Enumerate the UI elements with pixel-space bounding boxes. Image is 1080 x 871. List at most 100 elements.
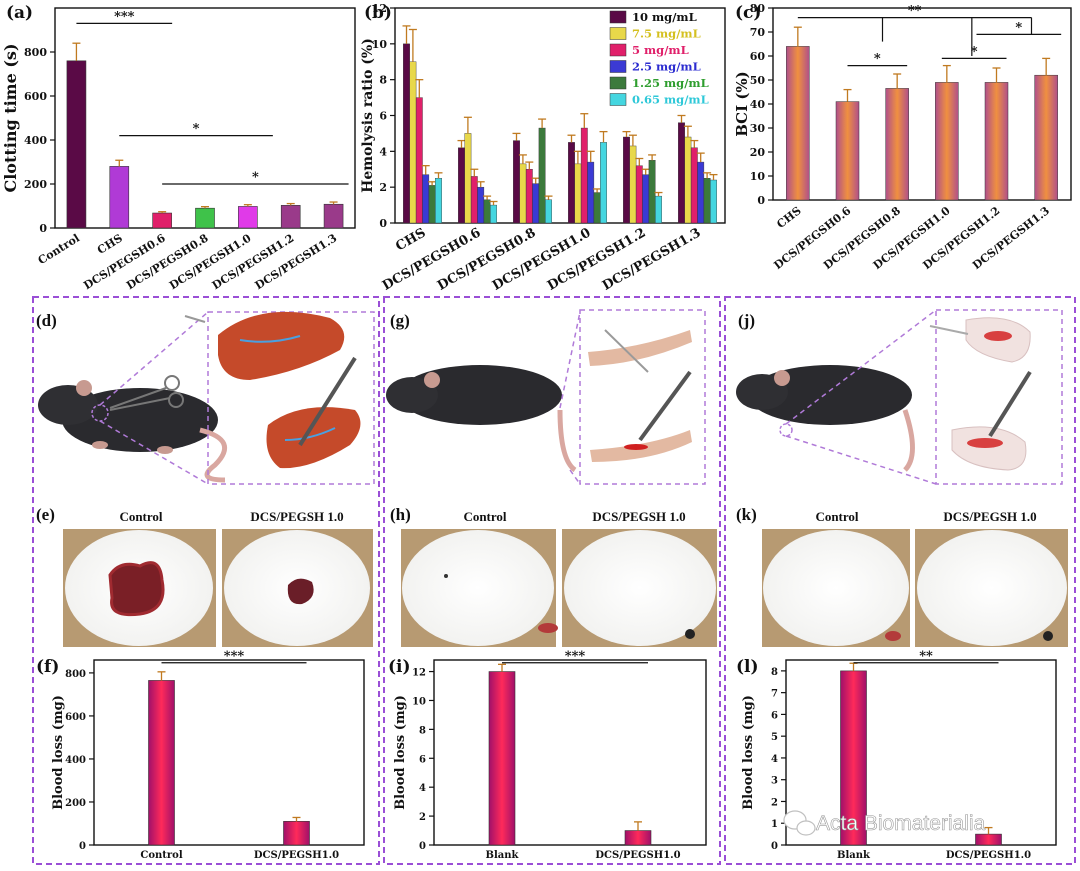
y-tick-label: 4: [771, 754, 778, 765]
bar: [458, 147, 465, 224]
chart-blood-loss-liver: 0 200 400 600 800 Blood loss (mg) (f) Control DC…: [36, 649, 365, 861]
panel-label: (l): [736, 657, 759, 677]
bar: [697, 161, 705, 224]
bar: [840, 670, 867, 846]
y-tick-label: 400: [24, 134, 47, 147]
bar: [885, 88, 909, 201]
x-tick-label: DCS/PEGSH0.6: [380, 225, 483, 293]
bar: [655, 195, 662, 224]
y-tick-label: 6: [419, 754, 426, 765]
bar: [488, 671, 516, 846]
bar: [984, 82, 1009, 201]
rat-image: [736, 365, 915, 472]
significance-label: *: [193, 122, 200, 137]
y-tick-label: 8: [379, 74, 387, 87]
bar: [464, 133, 472, 224]
y-tick-label: 800: [65, 669, 86, 680]
y-tick-label: 30: [750, 122, 766, 135]
y-tick-label: 6: [771, 710, 778, 721]
bar: [519, 163, 527, 224]
significance-label: **: [908, 4, 922, 19]
legend-swatch: [609, 76, 627, 90]
x-tick-label: DCS/PEGSH1.3: [253, 232, 339, 293]
illustration-liver-model: (d): [36, 311, 375, 485]
y-tick-label: 12: [412, 668, 426, 679]
y-tick-label: 60: [750, 50, 766, 63]
y-tick-label: 0: [419, 841, 426, 852]
bar: [415, 97, 423, 224]
bar: [574, 163, 582, 224]
y-tick-label: 2: [771, 797, 778, 808]
plot-frame: [433, 659, 707, 846]
rat-image: [38, 380, 228, 483]
panel-label-g: (g): [390, 311, 410, 330]
bar: [600, 142, 607, 224]
needle-icon: [929, 325, 969, 335]
bar: [435, 178, 442, 224]
x-tick-label: DCS/PEGSH1.2: [545, 225, 648, 293]
bar: [935, 82, 959, 201]
plot-frame: [772, 7, 1072, 201]
y-axis-label: Blood loss (mg): [51, 695, 66, 810]
panel-label-k: (k): [736, 505, 757, 524]
y-tick-label: 12: [372, 2, 387, 15]
bar: [545, 199, 552, 224]
legend-swatch: [609, 60, 627, 73]
chart-clotting-time: 0 200 400 600 800 Clotting time (s) (a) Control…: [1, 3, 356, 293]
plot-frame: [54, 7, 356, 229]
bar: [195, 207, 215, 229]
panel-label: (b): [364, 3, 392, 23]
dashed-frames: [32, 296, 1076, 865]
wechat-icon: [783, 810, 816, 836]
bar: [1034, 74, 1058, 201]
tail-icon: [588, 330, 692, 366]
legend-swatch: [609, 10, 627, 24]
significance-label: *: [874, 52, 881, 67]
photo-caption-right: DCS/PEGSH 1.0: [250, 509, 343, 524]
panel-label-j: (j): [738, 311, 755, 330]
panel-label: (i): [388, 657, 411, 677]
photo-caption-left: Control: [119, 509, 162, 524]
bar: [532, 183, 540, 224]
x-tick-label: DCS/PEGSH1.0: [595, 850, 680, 861]
legend-label: 5 mg/mL: [632, 43, 689, 57]
skin-icon: [951, 426, 1027, 471]
bar: [470, 176, 478, 224]
needle-icon: [604, 329, 649, 373]
y-tick-label: 8: [771, 667, 778, 678]
y-tick-label: 70: [750, 26, 766, 39]
y-axis-label: Blood loss (mg): [741, 695, 756, 810]
significance-label: ***: [565, 649, 586, 664]
significance-label: *: [252, 170, 259, 185]
needle-icon: [184, 315, 206, 323]
y-tick-label: 2: [379, 181, 387, 194]
bar: [477, 186, 485, 224]
bar: [403, 43, 410, 224]
y-tick-label: 0: [79, 841, 86, 852]
x-tick-label: DCS/PEGSH1.3: [600, 225, 703, 293]
bar: [587, 161, 595, 224]
photo-panel-tail: (h) Control DCS/PEGSH 1.0: [390, 505, 717, 647]
plot-frame: [93, 659, 365, 846]
chart-blood-loss-tail: 0 2 4 6 8 10 12 Blood loss (mg) (i) Blank DCS/PEGS…: [388, 649, 707, 861]
legend-label: 7.5 mg/mL: [632, 27, 701, 41]
chart-blood-loss-skin: 0 1 2 3 4 5 6 7 8 Blood loss (mg) (l) Blank DCS/PEGS…: [736, 649, 1057, 861]
y-tick-label: 20: [750, 146, 766, 159]
liver-icon: [218, 311, 361, 469]
y-tick-label: 200: [24, 178, 47, 191]
x-tick-label: Blank: [486, 850, 520, 861]
bar: [490, 204, 497, 224]
bar: [623, 136, 630, 224]
scissors-icon: [109, 375, 184, 411]
bar: [538, 127, 546, 224]
frame-right: [724, 296, 1076, 865]
y-tick-label: 0: [39, 222, 47, 235]
legend-label: 1.25 mg/mL: [632, 76, 709, 90]
scalpel-icon: [298, 356, 357, 447]
photo-panel-liver: (e) Control DCS/PEGSH 1.0: [36, 505, 373, 647]
significance-label: *: [971, 44, 978, 59]
bar: [513, 140, 520, 224]
y-tick-label: 3: [771, 776, 778, 787]
legend-label: 0.65 mg/mL: [632, 93, 709, 107]
